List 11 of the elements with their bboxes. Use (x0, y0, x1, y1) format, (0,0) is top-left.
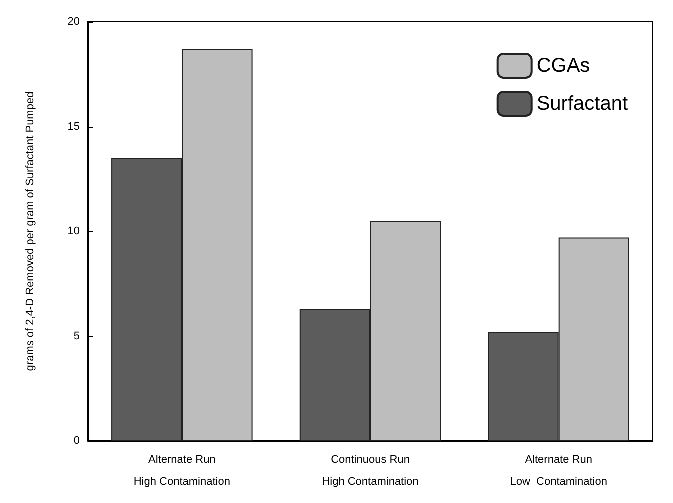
x-tick-label: Alternate Run High Contamination (134, 454, 230, 488)
y-axis-title: grams of 2,4-D Removed per gram of Surfactant Pumped (24, 92, 36, 372)
y-tick-label: 20 (68, 16, 80, 28)
x-tick-label: Alternate Run Low Contamination (510, 454, 608, 488)
legend-label: Surfactant (536, 93, 628, 115)
y-tick-label: 10 (68, 226, 80, 238)
y-tick-label: 5 (74, 330, 80, 342)
x-tick-label: Continuous Run High Contamination (322, 454, 419, 488)
legend-label: CGAs (536, 55, 590, 77)
y-tick-label: 15 (68, 120, 80, 133)
y-tick-label: 0 (74, 435, 80, 447)
